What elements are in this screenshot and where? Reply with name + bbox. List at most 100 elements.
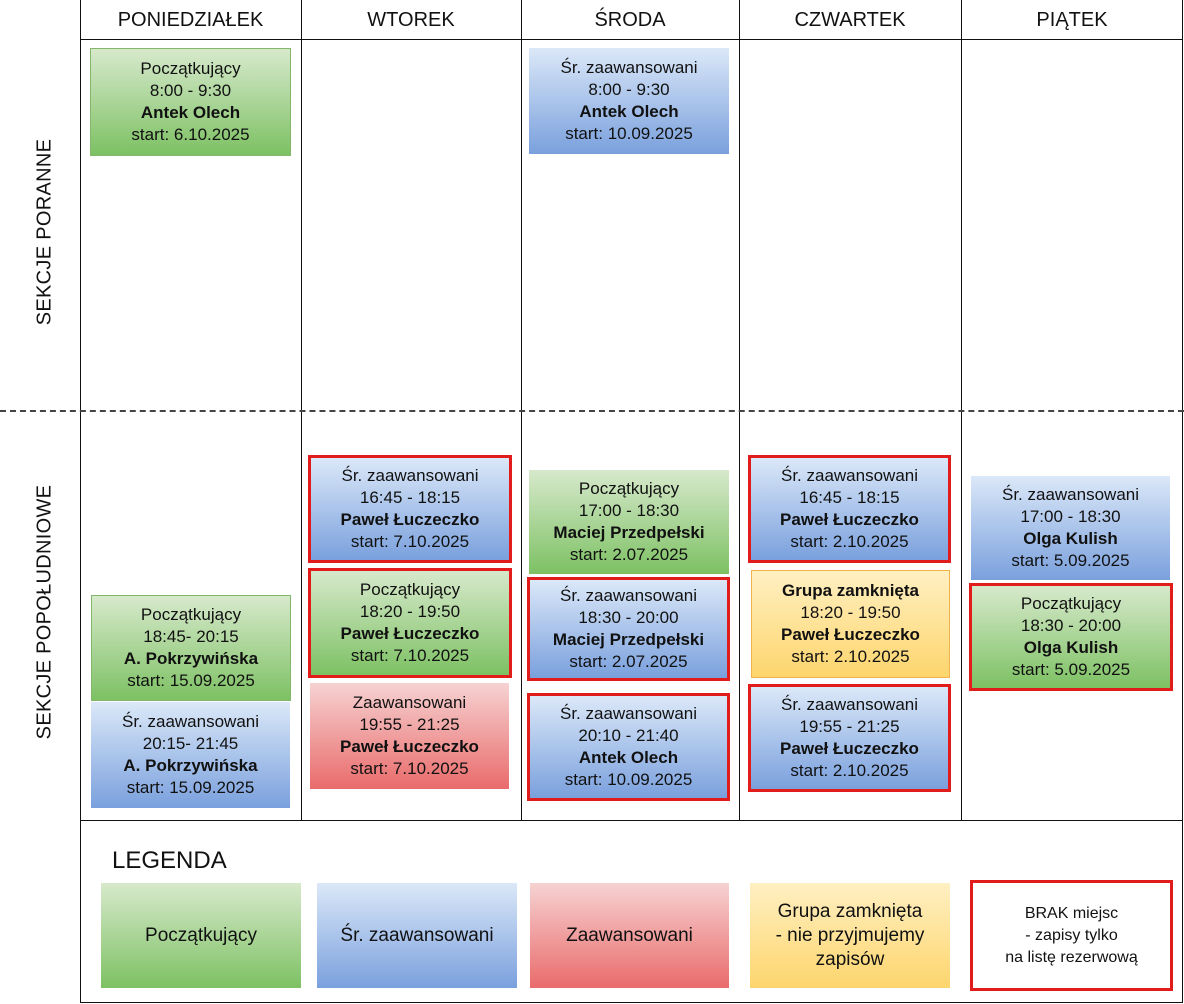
- class-time: 18:30 - 20:00: [1020, 616, 1122, 635]
- class-card-fri-pm2[interactable]: Początkujący 18:30 - 20:00 Olga Kulish s…: [969, 583, 1173, 691]
- class-card-thu-pm2[interactable]: Grupa zamknięta 18:20 - 19:50 Paweł Łucz…: [751, 570, 950, 678]
- class-teacher: Maciej Przedpełski: [552, 630, 705, 649]
- class-start: start: 10.09.2025: [565, 124, 693, 143]
- legend-divider: [80, 820, 1183, 821]
- class-card-mon-am[interactable]: Początkujący 8:00 - 9:30 Antek Olech sta…: [90, 48, 291, 156]
- class-card-wed-pm2[interactable]: Śr. zaawansowani 18:30 - 20:00 Maciej Pr…: [527, 577, 730, 681]
- class-start: start: 5.09.2025: [1011, 551, 1130, 570]
- class-card-fri-pm1[interactable]: Śr. zaawansowani 17:00 - 18:30 Olga Kuli…: [971, 476, 1170, 580]
- legend-full: BRAK miejsc - zapisy tylko na listę reze…: [970, 880, 1173, 991]
- class-start: start: 2.10.2025: [791, 647, 910, 666]
- class-start: start: 6.10.2025: [131, 125, 250, 144]
- class-time: 19:55 - 21:25: [799, 717, 900, 736]
- class-teacher: Paweł Łuczeczko: [340, 737, 479, 756]
- class-level: Śr. zaawansowani: [780, 695, 919, 714]
- legend-beginner: Początkujący: [101, 883, 301, 988]
- class-time: 16:45 - 18:15: [799, 488, 900, 507]
- class-start: start: 5.09.2025: [1011, 660, 1131, 679]
- class-level: Początkujący: [140, 605, 242, 624]
- class-teacher: Paweł Łuczeczko: [780, 510, 919, 529]
- class-teacher: Olga Kulish: [1023, 638, 1119, 657]
- class-card-wed-pm1[interactable]: Początkujący 17:00 - 18:30 Maciej Przedp…: [529, 470, 729, 574]
- class-start: start: 2.10.2025: [790, 532, 909, 551]
- section-separator: [0, 410, 1184, 412]
- class-card-tue-pm2[interactable]: Początkujący 18:20 - 19:50 Paweł Łuczecz…: [308, 568, 512, 678]
- class-start: start: 10.09.2025: [564, 770, 693, 789]
- legend-full-label: BRAK miejsc - zapisy tylko na listę reze…: [1005, 903, 1138, 969]
- legend-full-line3: na listę rezerwową: [1005, 948, 1138, 966]
- class-level: Śr. zaawansowani: [1001, 485, 1140, 504]
- legend-closed-line2: - nie przyjmujemy: [775, 924, 925, 946]
- class-teacher: Paweł Łuczeczko: [781, 625, 920, 644]
- class-time: 18:20 - 19:50: [800, 603, 901, 622]
- class-start: start: 7.10.2025: [350, 646, 470, 665]
- class-teacher: Paweł Łuczeczko: [340, 510, 480, 529]
- header-monday: PONIEDZIAŁEK: [80, 0, 301, 40]
- class-level: Początkujący: [1020, 594, 1122, 613]
- class-time: 8:00 - 9:30: [588, 80, 670, 99]
- class-time: 18:20 - 19:50: [359, 602, 461, 621]
- legend-closed: Grupa zamknięta - nie przyjmujemy zapisó…: [750, 883, 950, 988]
- class-card-thu-pm1[interactable]: Śr. zaawansowani 16:45 - 18:15 Paweł Łuc…: [748, 455, 951, 563]
- legend-closed-line1: Grupa zamknięta: [777, 900, 923, 922]
- legend-title: LEGENDA: [112, 847, 227, 874]
- class-teacher: A. Pokrzywińska: [123, 649, 259, 668]
- class-start: start: 15.09.2025: [127, 671, 255, 690]
- legend-closed-line3: zapisów: [815, 948, 885, 970]
- class-teacher: Antek Olech: [140, 103, 241, 122]
- class-card-thu-pm3[interactable]: Śr. zaawansowani 19:55 - 21:25 Paweł Łuc…: [748, 684, 951, 792]
- header-tuesday: WTOREK: [301, 0, 521, 40]
- legend-intermediate-label: Śr. zaawansowani: [340, 924, 494, 946]
- class-teacher: Olga Kulish: [1023, 529, 1118, 548]
- class-time: 8:00 - 9:30: [149, 81, 232, 100]
- class-card-wed-am[interactable]: Śr. zaawansowani 8:00 - 9:30 Antek Olech…: [529, 48, 729, 154]
- class-teacher: Maciej Przedpełski: [553, 523, 705, 542]
- class-level: Śr. zaawansowani: [341, 466, 479, 485]
- class-time: 18:45- 20:15: [143, 627, 239, 646]
- class-teacher: Paweł Łuczeczko: [780, 739, 919, 758]
- class-level: Grupa zamknięta: [782, 581, 919, 600]
- class-teacher: A. Pokrzywińska: [123, 756, 258, 775]
- legend-advanced-label: Zaawansowani: [566, 924, 693, 946]
- class-start: start: 7.10.2025: [350, 759, 469, 778]
- legend-full-line2: - zapisy tylko: [1025, 926, 1118, 944]
- legend-intermediate: Śr. zaawansowani: [317, 883, 517, 988]
- legend-closed-label: Grupa zamknięta - nie przyjmujemy zapisó…: [776, 900, 925, 972]
- class-teacher: Antek Olech: [579, 102, 679, 121]
- class-teacher: Paweł Łuczeczko: [340, 624, 480, 643]
- section-label-afternoon: SEKCJE POPOŁUDNIOWE: [33, 484, 56, 740]
- class-card-tue-pm3[interactable]: Zaawansowani 19:55 - 21:25 Paweł Łuczecz…: [310, 683, 509, 789]
- class-time: 18:30 - 20:00: [578, 608, 679, 627]
- header-wednesday: ŚRODA: [521, 0, 739, 40]
- class-card-mon-pm2[interactable]: Śr. zaawansowani 20:15- 21:45 A. Pokrzyw…: [91, 702, 290, 808]
- legend-full-line1: BRAK miejsc: [1024, 904, 1119, 922]
- class-time: 17:00 - 18:30: [578, 501, 680, 520]
- class-card-mon-pm1[interactable]: Początkujący 18:45- 20:15 A. Pokrzywińsk…: [91, 595, 291, 701]
- header-thursday: CZWARTEK: [739, 0, 961, 40]
- class-level: Zaawansowani: [352, 693, 467, 712]
- class-start: start: 2.07.2025: [569, 545, 689, 564]
- class-start: start: 2.10.2025: [790, 761, 909, 780]
- legend-beginner-label: Początkujący: [145, 924, 257, 946]
- schedule-frame: [80, 0, 1183, 1003]
- class-time: 20:15- 21:45: [142, 734, 239, 753]
- class-level: Początkujący: [578, 479, 680, 498]
- class-teacher: Antek Olech: [578, 748, 679, 767]
- class-card-tue-pm1[interactable]: Śr. zaawansowani 16:45 - 18:15 Paweł Łuc…: [308, 455, 512, 563]
- class-start: start: 15.09.2025: [126, 778, 255, 797]
- class-time: 16:45 - 18:15: [359, 488, 461, 507]
- class-start: start: 7.10.2025: [350, 532, 470, 551]
- class-time: 17:00 - 18:30: [1020, 507, 1121, 526]
- class-card-wed-pm3[interactable]: Śr. zaawansowani 20:10 - 21:40 Antek Ole…: [527, 693, 730, 801]
- class-level: Śr. zaawansowani: [560, 58, 698, 77]
- class-level: Początkujący: [140, 59, 241, 78]
- class-time: 19:55 - 21:25: [359, 715, 460, 734]
- class-time: 20:10 - 21:40: [578, 726, 679, 745]
- class-level: Śr. zaawansowani: [121, 712, 260, 731]
- class-level: Śr. zaawansowani: [559, 704, 698, 723]
- class-level: Śr. zaawansowani: [780, 466, 919, 485]
- class-level: Śr. zaawansowani: [559, 586, 698, 605]
- class-level: Początkujący: [359, 580, 461, 599]
- class-start: start: 2.07.2025: [569, 652, 688, 671]
- legend-advanced: Zaawansowani: [530, 883, 729, 988]
